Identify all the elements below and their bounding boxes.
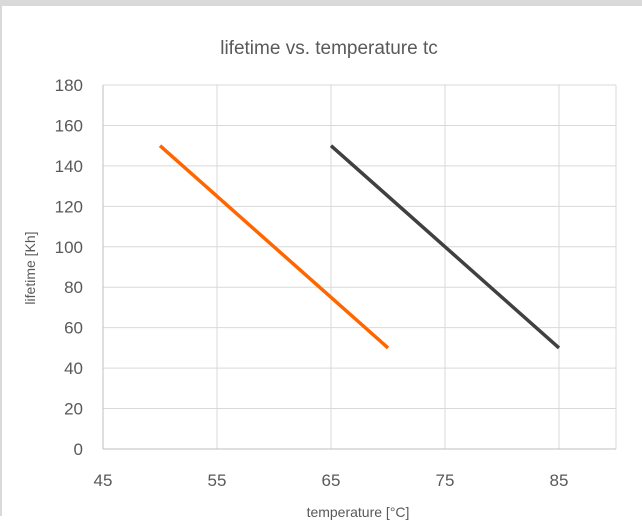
x-tick-label: 75 <box>436 471 455 490</box>
x-tick-label: 65 <box>322 471 341 490</box>
y-tick-label: 80 <box>64 278 83 297</box>
x-tick-label: 45 <box>94 471 113 490</box>
y-axis-label: lifetime [Kh] <box>22 231 38 304</box>
x-tick-label: 85 <box>550 471 569 490</box>
x-axis-label: temperature [°C] <box>307 504 410 520</box>
series-1-line <box>158 144 390 350</box>
y-tick-label: 0 <box>74 440 83 459</box>
y-tick-label: 140 <box>55 157 83 176</box>
y-tick-label: 180 <box>55 76 83 95</box>
line-chart: lifetime vs. temperature tc 0 20 40 60 80 100… <box>22 38 617 520</box>
y-tick-label: 100 <box>55 238 83 257</box>
x-tick-label: 55 <box>208 471 227 490</box>
y-tick-label: 40 <box>64 359 83 378</box>
y-tick-label: 120 <box>55 197 83 216</box>
series-lines <box>158 144 561 350</box>
x-tick-labels: 45 55 65 75 85 <box>94 471 569 490</box>
chart-title: lifetime vs. temperature tc <box>220 38 438 59</box>
y-tick-label: 160 <box>55 116 83 135</box>
y-tick-labels: 0 20 40 60 80 100 120 140 160 180 <box>55 76 83 459</box>
series-2-line <box>329 144 561 350</box>
y-tick-label: 60 <box>64 319 83 338</box>
gridlines <box>103 84 617 449</box>
y-tick-label: 20 <box>64 400 83 419</box>
axes <box>102 85 616 450</box>
